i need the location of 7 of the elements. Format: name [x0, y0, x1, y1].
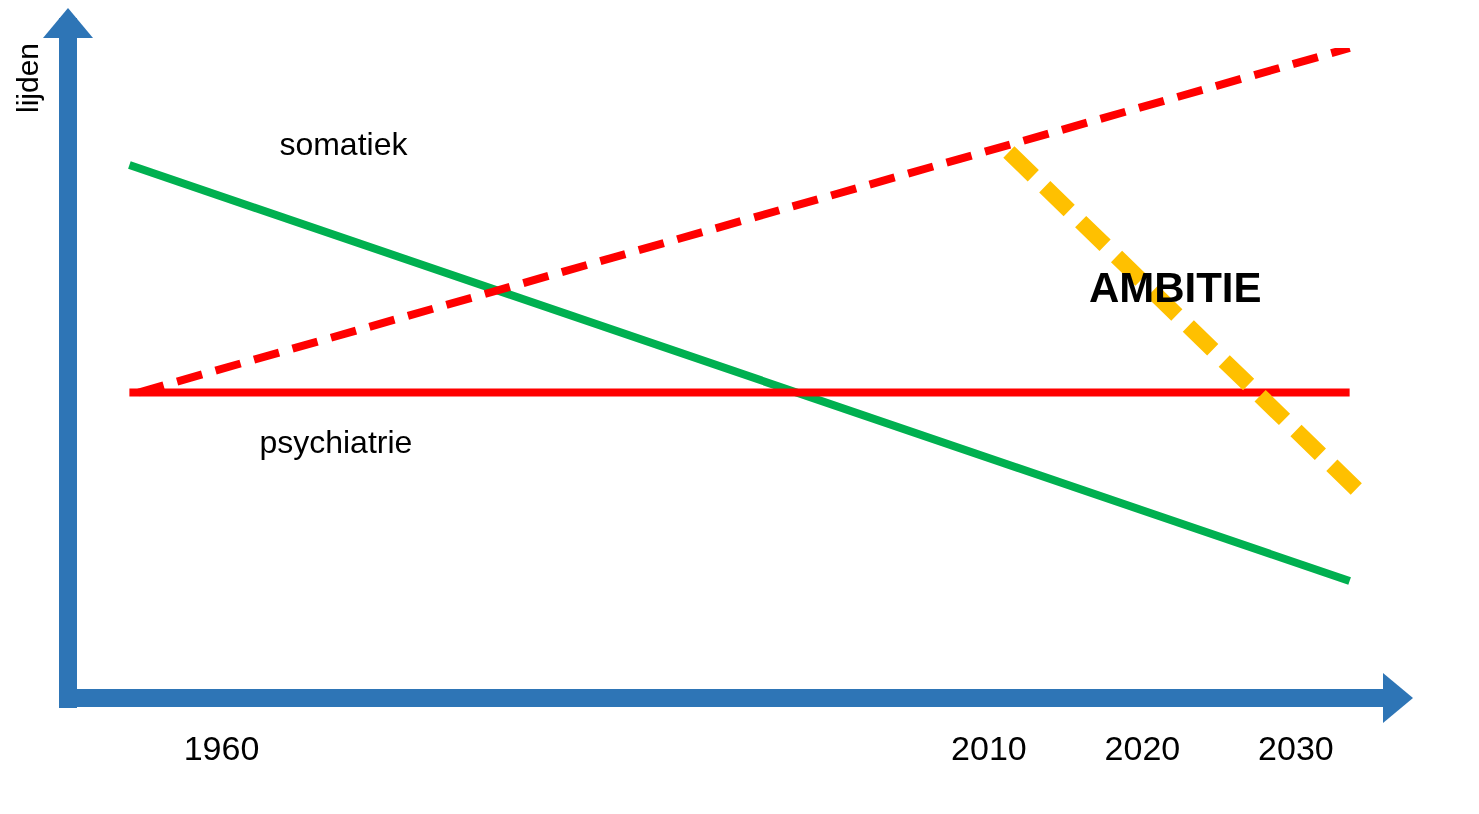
y-axis-title: lijden — [11, 42, 45, 114]
x-tick-label: 2010 — [951, 729, 1027, 768]
x-tick-label: 2030 — [1258, 729, 1334, 768]
x-tick-label: 2020 — [1104, 729, 1181, 768]
x-tick-label: 1960 — [183, 729, 260, 768]
series-label: somatiek — [279, 126, 409, 162]
series-label: psychiatrie — [259, 423, 413, 460]
